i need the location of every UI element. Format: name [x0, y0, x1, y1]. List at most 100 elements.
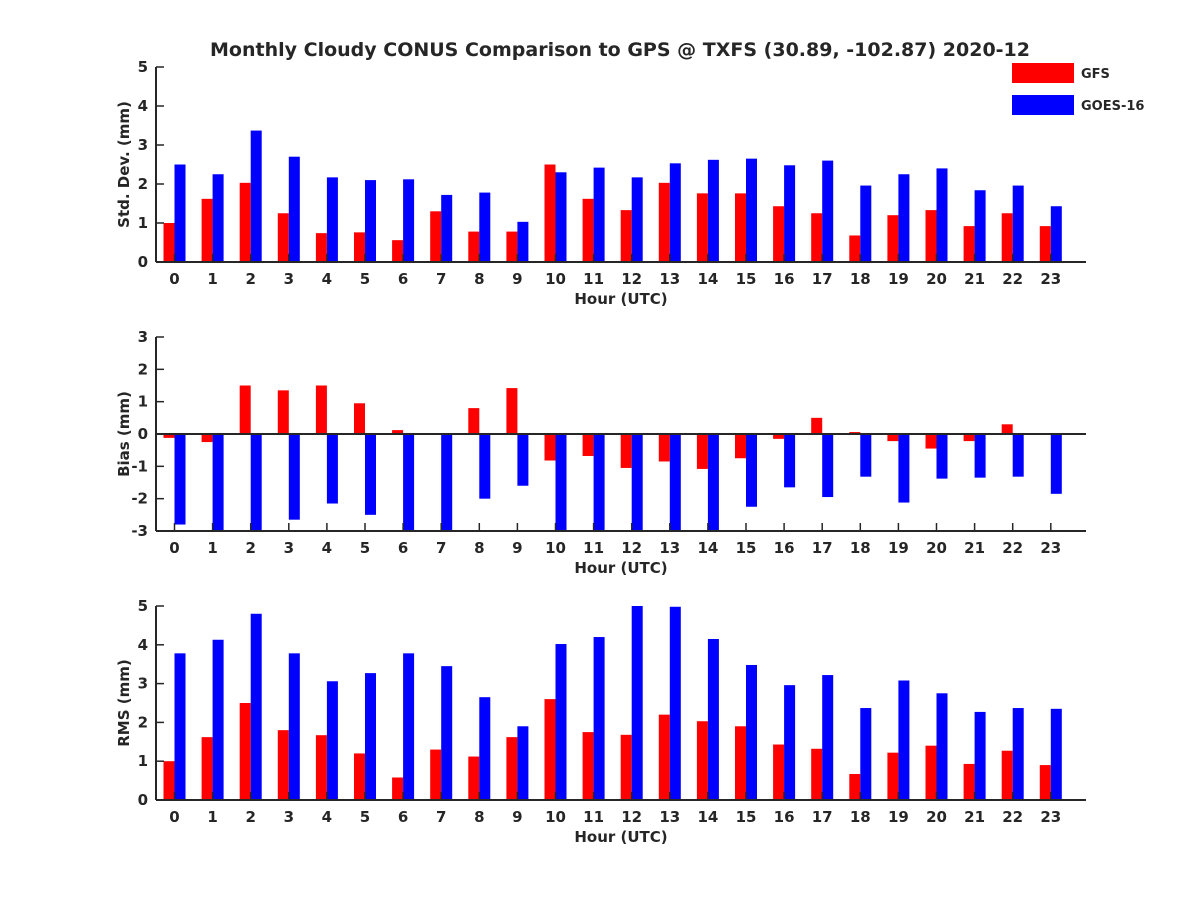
x-tick-label-bias-13: 13: [659, 539, 680, 557]
bar-stddev-goes16-21: [974, 190, 986, 262]
y-tick-label-bias--1: -1: [131, 457, 148, 475]
bar-stddev-goes16-18: [860, 185, 872, 262]
bar-stddev-gfs-5: [354, 232, 365, 262]
bar-bias-gfs-8: [468, 408, 480, 434]
x-tick-label-stddev-20: 20: [926, 270, 947, 288]
bar-stddev-goes16-13: [669, 163, 681, 262]
bar-stddev-goes16-9: [517, 221, 529, 262]
bar-bias-goes16-7: [441, 434, 453, 531]
bar-stddev-goes16-0: [174, 164, 186, 262]
bar-bias-gfs-0: [163, 434, 175, 438]
bar-stddev-goes16-14: [707, 159, 719, 262]
bar-bias-goes16-12: [631, 434, 643, 531]
bar-stddev-goes16-19: [898, 174, 910, 262]
bar-stddev-gfs-7: [430, 211, 442, 262]
bar-stddev-goes16-10: [555, 172, 567, 262]
bar-stddev-gfs-4: [315, 233, 327, 262]
y-tick-label-stddev-5: 5: [138, 58, 148, 76]
bar-bias-goes16-1: [212, 434, 224, 531]
y-tick-label-bias-0: 0: [138, 425, 148, 443]
bar-stddev-goes16-6: [403, 179, 415, 262]
bar-rms-gfs-0: [163, 761, 175, 800]
bar-rms-gfs-13: [658, 714, 670, 800]
bar-stddev-gfs-16: [773, 206, 785, 262]
bar-stddev-gfs-19: [887, 215, 899, 262]
bar-stddev-gfs-3: [277, 213, 289, 262]
bar-rms-goes16-19: [898, 680, 910, 800]
bar-stddev-gfs-6: [392, 240, 404, 262]
x-axis-label-bias: Hour (UTC): [574, 559, 667, 577]
y-tick-label-stddev-4: 4: [138, 97, 148, 115]
bar-bias-gfs-14: [696, 434, 708, 469]
y-axis-label-rms: RMS (mm): [115, 659, 133, 746]
x-tick-label-bias-3: 3: [284, 539, 294, 557]
bar-rms-gfs-14: [696, 721, 708, 800]
x-tick-label-stddev-15: 15: [736, 270, 757, 288]
x-tick-label-bias-10: 10: [545, 539, 566, 557]
bar-stddev-goes16-17: [822, 160, 834, 262]
bar-bias-goes16-19: [898, 434, 910, 503]
bar-rms-goes16-23: [1050, 708, 1062, 800]
bar-stddev-gfs-22: [1001, 213, 1013, 262]
bar-stddev-gfs-18: [849, 235, 861, 262]
y-tick-label-bias-2: 2: [138, 360, 148, 378]
bar-rms-gfs-4: [315, 735, 327, 800]
x-tick-label-bias-11: 11: [583, 539, 604, 557]
bar-stddev-goes16-4: [326, 177, 338, 262]
bar-bias-gfs-1: [201, 434, 213, 443]
x-tick-label-rms-11: 11: [583, 808, 604, 826]
x-tick-label-rms-2: 2: [245, 808, 255, 826]
x-tick-label-stddev-10: 10: [545, 270, 566, 288]
x-tick-label-stddev-21: 21: [964, 270, 985, 288]
bar-bias-goes16-22: [1012, 434, 1024, 477]
bar-rms-goes16-0: [174, 653, 186, 800]
x-tick-label-stddev-11: 11: [583, 270, 604, 288]
x-tick-label-stddev-22: 22: [1002, 270, 1023, 288]
bar-rms-goes16-16: [784, 685, 796, 800]
x-tick-label-bias-21: 21: [964, 539, 985, 557]
y-tick-label-rms-2: 2: [138, 713, 148, 731]
bar-bias-gfs-10: [544, 434, 556, 461]
bar-bias-gfs-9: [506, 388, 518, 434]
x-tick-label-rms-23: 23: [1040, 808, 1061, 826]
bar-stddev-goes16-2: [250, 130, 262, 262]
bar-stddev-goes16-7: [441, 194, 453, 262]
bar-bias-goes16-2: [250, 434, 262, 531]
y-axis-label-stddev: Std. Dev. (mm): [115, 101, 133, 228]
x-tick-label-bias-9: 9: [512, 539, 522, 557]
bar-bias-gfs-13: [658, 434, 670, 462]
bar-stddev-gfs-1: [201, 198, 213, 262]
x-tick-label-rms-1: 1: [207, 808, 217, 826]
bar-bias-gfs-6: [392, 430, 404, 434]
bar-rms-gfs-1: [201, 737, 213, 800]
y-tick-label-bias--3: -3: [131, 522, 148, 540]
bar-rms-goes16-18: [860, 708, 872, 800]
bar-rms-gfs-22: [1001, 750, 1013, 800]
bar-stddev-gfs-14: [696, 193, 708, 262]
bar-rms-goes16-9: [517, 726, 529, 800]
x-tick-label-stddev-16: 16: [774, 270, 795, 288]
x-tick-label-stddev-6: 6: [398, 270, 408, 288]
x-tick-label-stddev-14: 14: [697, 270, 718, 288]
bar-rms-gfs-3: [277, 730, 289, 800]
x-tick-label-rms-20: 20: [926, 808, 947, 826]
legend-label-goes16: GOES-16: [1081, 99, 1144, 114]
y-tick-label-rms-5: 5: [138, 597, 148, 615]
bar-rms-gfs-21: [963, 763, 975, 800]
x-tick-label-bias-14: 14: [697, 539, 718, 557]
bar-rms-gfs-19: [887, 752, 899, 800]
x-tick-label-stddev-18: 18: [850, 270, 871, 288]
bar-stddev-goes16-16: [784, 165, 796, 262]
x-tick-label-bias-2: 2: [245, 539, 255, 557]
bar-stddev-goes16-22: [1012, 185, 1024, 262]
bar-stddev-gfs-2: [239, 182, 251, 262]
y-tick-label-stddev-0: 0: [138, 253, 148, 271]
x-tick-label-rms-13: 13: [659, 808, 680, 826]
x-tick-label-bias-19: 19: [888, 539, 909, 557]
x-tick-label-bias-6: 6: [398, 539, 408, 557]
x-tick-label-stddev-7: 7: [436, 270, 446, 288]
bar-bias-gfs-17: [811, 417, 823, 434]
